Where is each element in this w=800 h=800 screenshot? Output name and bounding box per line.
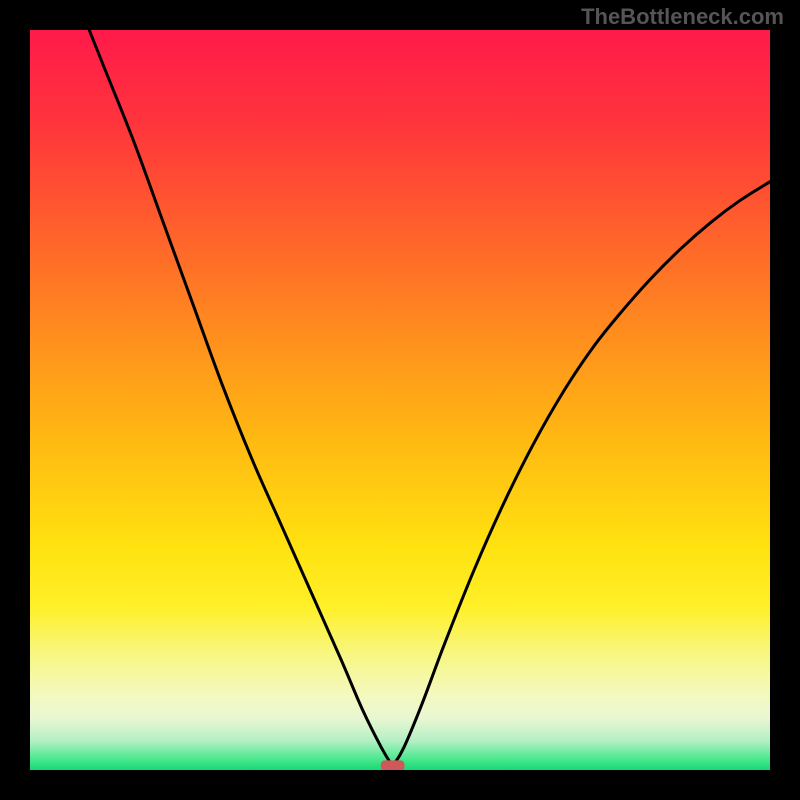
bottleneck-chart: [0, 0, 800, 800]
watermark-text: TheBottleneck.com: [581, 4, 784, 30]
chart-container: TheBottleneck.com: [0, 0, 800, 800]
plot-area: [30, 30, 770, 770]
optimal-marker: [381, 760, 405, 770]
